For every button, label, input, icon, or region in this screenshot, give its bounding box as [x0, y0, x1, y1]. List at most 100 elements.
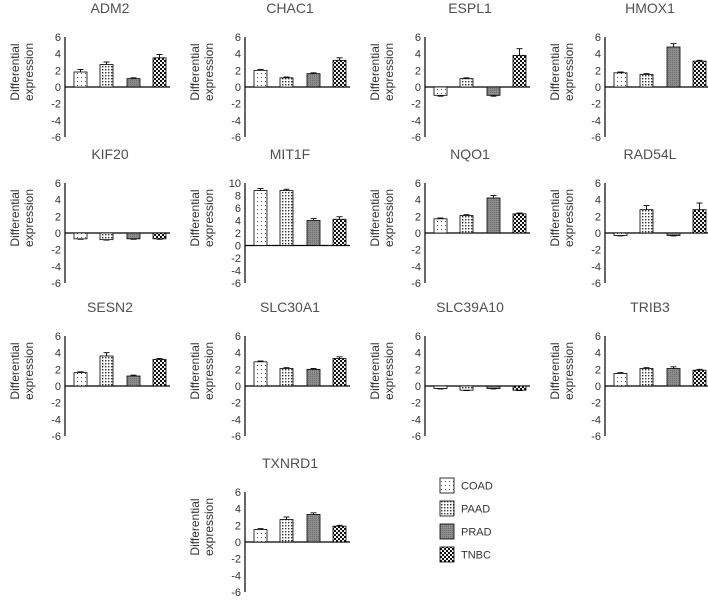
y-tick-label: 4 [235, 49, 241, 61]
y-axis-label-line: Differential [368, 342, 382, 399]
y-tick-label: 2 [595, 211, 601, 223]
y-tick-label: 4 [415, 348, 421, 360]
bar-tnbc [333, 359, 346, 387]
error-bar-tnbc [697, 203, 703, 210]
y-tick-label: -2 [51, 398, 61, 410]
y-axis-label-line: Differential [188, 189, 202, 246]
chart-title: TXNRD1 [262, 455, 318, 471]
y-tick-label: 0 [415, 82, 421, 94]
y-tick-label: 4 [235, 348, 241, 360]
legend-item-prad: PRAD [440, 524, 492, 539]
bar-paad [460, 386, 473, 390]
y-axis-label: Differentialexpression [548, 43, 576, 101]
y-tick-label: 6 [55, 32, 61, 44]
bar-tnbc [333, 526, 346, 542]
bar-paad [280, 369, 293, 387]
bar-coad [254, 191, 267, 246]
y-tick-label: 4 [595, 348, 601, 360]
y-tick-label: 2 [235, 65, 241, 77]
y-tick-label: 6 [415, 32, 421, 44]
bar-coad [434, 386, 447, 389]
y-tick-label: -4 [231, 414, 241, 426]
bar-coad [434, 87, 447, 95]
y-tick-label: 2 [235, 228, 241, 240]
error-bar-tnbc [157, 55, 163, 58]
y-tick-label: -6 [411, 278, 421, 290]
y-axis-label-line: Differential [8, 342, 22, 399]
y-tick-label: -2 [231, 554, 241, 566]
y-tick-label: 4 [235, 504, 241, 516]
error-bar-prad [671, 44, 677, 47]
legend-item-tnbc: TNBC [440, 547, 491, 562]
y-tick-label: -6 [411, 132, 421, 144]
y-tick-label: -4 [231, 115, 241, 127]
y-tick-label: 0 [55, 228, 61, 240]
y-tick-label: -6 [591, 278, 601, 290]
chart-title: NQO1 [450, 146, 490, 162]
y-axis-label: Differentialexpression [188, 189, 216, 247]
y-tick-label: -4 [411, 261, 421, 273]
y-axis-label: Differentialexpression [8, 342, 36, 400]
y-axis-label-line: expression [562, 43, 576, 101]
bar-prad [487, 87, 500, 95]
y-axis-label-line: Differential [368, 189, 382, 246]
y-axis-label: Differentialexpression [368, 342, 396, 400]
y-tick-label: 4 [235, 216, 241, 228]
y-axis-label-line: expression [22, 189, 36, 247]
y-tick-label: -4 [591, 261, 601, 273]
bar-prad [667, 47, 680, 87]
bar-coad [74, 72, 87, 87]
chart-title: KIF20 [91, 146, 129, 162]
y-tick-label: 4 [595, 195, 601, 207]
y-axis-label-line: expression [382, 342, 396, 400]
y-axis-label: Differentialexpression [188, 342, 216, 400]
bar-tnbc [153, 359, 166, 386]
y-tick-label: -4 [51, 261, 61, 273]
y-tick-label: 4 [55, 195, 61, 207]
y-tick-label: -6 [231, 587, 241, 599]
y-tick-label: -4 [411, 115, 421, 127]
bar-prad [127, 79, 140, 87]
y-tick-label: 0 [235, 241, 241, 253]
y-tick-label: -2 [591, 398, 601, 410]
chart-title: MIT1F [270, 146, 310, 162]
bar-tnbc [333, 60, 346, 87]
bar-tnbc [513, 214, 526, 233]
y-tick-label: 2 [55, 211, 61, 223]
y-axis-label-line: expression [382, 189, 396, 247]
y-axis-label-line: Differential [368, 43, 382, 100]
y-axis-label-line: expression [562, 342, 576, 400]
y-tick-label: 4 [415, 49, 421, 61]
legend-item-paad: PAAD [440, 501, 490, 516]
bar-coad [74, 233, 87, 239]
bar-prad [127, 233, 140, 239]
y-tick-label: 6 [235, 331, 241, 343]
bar-coad [614, 233, 627, 236]
y-tick-label: 6 [55, 178, 61, 190]
y-tick-label: 2 [55, 65, 61, 77]
y-tick-label: 10 [229, 178, 241, 190]
y-axis-label: Differentialexpression [368, 189, 396, 247]
bar-paad [640, 75, 653, 88]
y-tick-label: -4 [231, 266, 241, 278]
bar-coad [254, 362, 267, 386]
bar-coad [74, 373, 87, 386]
bar-paad [640, 369, 653, 387]
legend-label: PAAD [461, 504, 490, 516]
y-axis-label-line: expression [22, 342, 36, 400]
y-tick-label: -2 [231, 99, 241, 111]
y-axis-label-line: expression [562, 189, 576, 247]
y-axis-label-line: Differential [548, 43, 562, 100]
bar-paad [640, 210, 653, 233]
bar-coad [614, 374, 627, 387]
y-axis-label-line: Differential [188, 43, 202, 100]
y-axis-label-line: Differential [188, 498, 202, 555]
y-tick-label: 4 [415, 195, 421, 207]
y-tick-label: 2 [415, 65, 421, 77]
y-tick-label: 6 [235, 32, 241, 44]
y-axis-label: Differentialexpression [8, 189, 36, 247]
